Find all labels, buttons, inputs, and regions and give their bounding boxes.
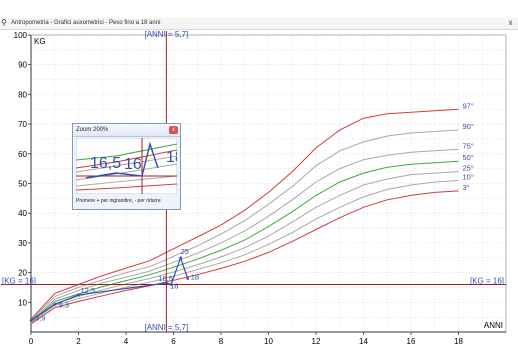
y-tick-label: 60 <box>18 150 27 159</box>
zoom-value-label: 16 <box>124 156 142 173</box>
percentile-label: 3° <box>463 183 470 192</box>
patient-point[interactable] <box>165 281 168 285</box>
percentile-line-10 <box>30 180 459 324</box>
percentile-line-97 <box>30 108 459 320</box>
percentile-line-25 <box>30 171 459 323</box>
y-tick-label: 70 <box>18 120 27 129</box>
percentile-label: 25° <box>463 164 474 173</box>
zoom-curve-25 <box>76 175 177 187</box>
close-button[interactable]: x <box>508 18 513 27</box>
zoom-value-label: 18 <box>166 149 177 166</box>
patient-point[interactable] <box>29 319 33 322</box>
percentile-label: 50° <box>463 153 474 162</box>
patient-point[interactable] <box>169 283 173 286</box>
zoom-title: Zoom 200% <box>76 127 109 133</box>
x-tick-label: 12 <box>312 337 321 346</box>
zoom-title-bar[interactable]: Zoom 200% x <box>73 124 180 137</box>
patient-point[interactable] <box>179 256 182 260</box>
reference-age-label-bottom: [ANNI = 5,7] <box>144 323 188 332</box>
y-tick-label: 80 <box>18 90 27 99</box>
y-tick-label: 100 <box>14 31 28 40</box>
zoom-view: 16,516 18 <box>76 138 177 194</box>
reference-weight-label-left: [KG = 16] <box>2 276 36 285</box>
x-tick-label: 18 <box>454 337 463 346</box>
zoom-curve-50 <box>76 143 177 161</box>
zoom-patient-line <box>85 141 159 179</box>
y-tick-label: 30 <box>18 239 27 248</box>
zoom-panel[interactable]: Zoom 200% x 16,516 18 Premere + per ingra… <box>72 123 181 210</box>
zoom-hint: Premere + per ingrandire, - per ridurre <box>76 198 161 204</box>
x-tick-label: 10 <box>264 337 273 346</box>
growth-chart[interactable]: 0 2 4 6 8 10 12 14 16 18 10 20 30 40 50 60 70 80 90 100 KG AN… <box>0 29 518 362</box>
percentile-label: 90° <box>463 122 474 131</box>
zoom-curve-3 <box>76 183 177 191</box>
reference-age-label-top: [ANNI = 5,7] <box>144 30 188 39</box>
y-tick-label: 50 <box>18 180 27 189</box>
zoom-curve-90 <box>76 155 177 173</box>
percentile-line-3 <box>30 190 459 325</box>
patient-point-label: 16 <box>170 281 178 290</box>
patient-point[interactable] <box>77 293 80 297</box>
percentile-line-50 <box>30 160 459 323</box>
patient-point-label: 3,9 <box>35 313 45 322</box>
y-tick-label: 90 <box>18 61 27 70</box>
zoom-curve-97 <box>76 149 177 169</box>
percentile-line-75 <box>30 148 459 322</box>
percentile-label: 97° <box>463 101 474 110</box>
percentile-line-90 <box>30 129 459 321</box>
patient-point-label: 25 <box>181 247 189 256</box>
zoom-value-label: 16,5 <box>90 155 121 172</box>
percentile-label: 75° <box>463 141 474 150</box>
x-tick-label: 8 <box>219 337 224 346</box>
magnifier-icon: ⚲ <box>1 18 7 27</box>
y-tick-label: 20 <box>18 269 27 278</box>
title-bar: ⚲ Antropometria - Grafici auxometrici - … <box>0 18 518 30</box>
x-tick-label: 0 <box>29 337 34 346</box>
patient-point-label: 16,5 <box>158 274 173 283</box>
y-tick-label: 40 <box>18 209 27 218</box>
percentile-label: 10° <box>463 173 474 182</box>
x-tick-label: 6 <box>171 337 176 346</box>
x-axis-label: ANNI <box>484 321 503 330</box>
window-title: Antropometria - Grafici auxometrici - Pe… <box>11 20 161 26</box>
patient-point-label: 12,5 <box>81 286 96 295</box>
patient-point[interactable] <box>186 277 190 280</box>
zoom-close-button[interactable]: x <box>169 126 178 134</box>
y-tick-label: 10 <box>18 298 27 307</box>
y-axis-label: KG <box>34 37 46 46</box>
patient-point-label: 9,3 <box>59 300 69 309</box>
x-tick-label: 16 <box>407 337 416 346</box>
patient-point[interactable] <box>53 303 57 306</box>
reference-weight-label-right: [KG = 16] <box>470 276 504 285</box>
x-tick-label: 14 <box>359 337 368 346</box>
x-tick-label: 2 <box>76 337 81 346</box>
patient-point-label: 18 <box>191 273 199 282</box>
x-tick-label: 4 <box>124 337 129 346</box>
